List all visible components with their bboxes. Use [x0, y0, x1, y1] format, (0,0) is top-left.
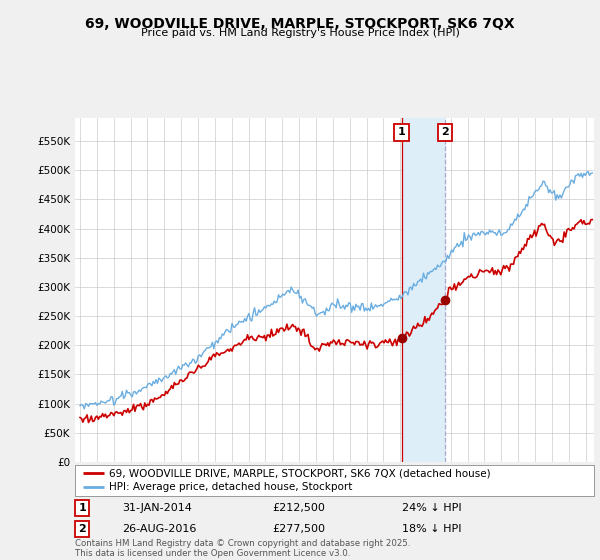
- Text: HPI: Average price, detached house, Stockport: HPI: Average price, detached house, Stoc…: [109, 482, 352, 492]
- Text: 1: 1: [79, 503, 86, 513]
- Text: 69, WOODVILLE DRIVE, MARPLE, STOCKPORT, SK6 7QX: 69, WOODVILLE DRIVE, MARPLE, STOCKPORT, …: [85, 17, 515, 31]
- Text: 24% ↓ HPI: 24% ↓ HPI: [402, 503, 461, 513]
- Text: 31-JAN-2014: 31-JAN-2014: [122, 503, 191, 513]
- Text: 1: 1: [398, 127, 406, 137]
- Text: Contains HM Land Registry data © Crown copyright and database right 2025.
This d: Contains HM Land Registry data © Crown c…: [75, 539, 410, 558]
- Text: Price paid vs. HM Land Registry's House Price Index (HPI): Price paid vs. HM Land Registry's House …: [140, 28, 460, 38]
- Text: £212,500: £212,500: [272, 503, 325, 513]
- Text: £277,500: £277,500: [272, 524, 325, 534]
- Text: 69, WOODVILLE DRIVE, MARPLE, STOCKPORT, SK6 7QX (detached house): 69, WOODVILLE DRIVE, MARPLE, STOCKPORT, …: [109, 468, 490, 478]
- Text: 2: 2: [442, 127, 449, 137]
- Bar: [401, 118, 445, 462]
- Text: 18% ↓ HPI: 18% ↓ HPI: [402, 524, 461, 534]
- Text: 26-AUG-2016: 26-AUG-2016: [122, 524, 196, 534]
- Text: 2: 2: [79, 524, 86, 534]
